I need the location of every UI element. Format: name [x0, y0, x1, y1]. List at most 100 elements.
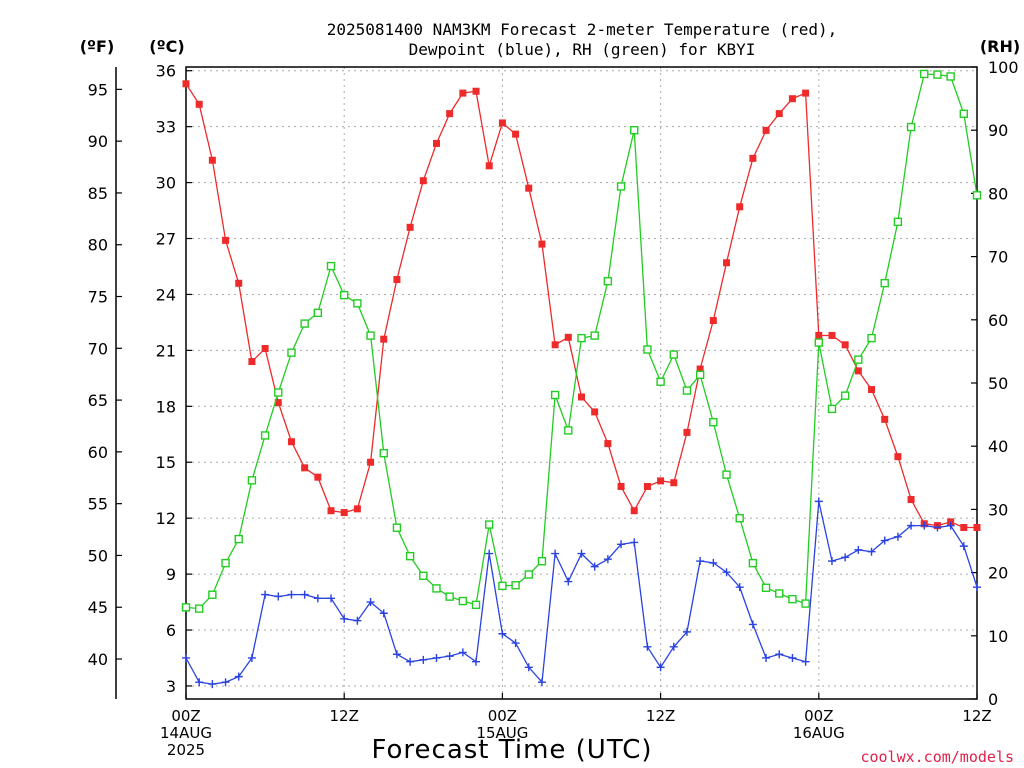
rh-point: [669, 350, 678, 359]
celsius-tick-label: 30: [156, 174, 176, 193]
rh-point: [234, 534, 243, 544]
dewpoint-point: [814, 497, 823, 506]
temperature-point: [314, 473, 322, 481]
rh-point: [181, 603, 191, 612]
x-tick-label: 2025: [167, 741, 205, 759]
temperature-point: [696, 365, 704, 373]
temperature-point: [248, 358, 256, 366]
temperature-point: [261, 345, 269, 353]
rh-tick-label: 50: [988, 374, 1008, 393]
rh-point: [775, 589, 784, 598]
temperature-point: [670, 479, 678, 487]
rh-point: [471, 600, 481, 610]
temperature-point: [498, 119, 506, 127]
temperature-point: [643, 482, 651, 490]
rh-point: [485, 520, 494, 529]
dewpoint-point: [603, 555, 612, 564]
celsius-unit-label: (ºC): [149, 37, 184, 56]
rh-point: [313, 308, 323, 318]
rh-point: [537, 557, 547, 566]
temperature-point: [973, 523, 981, 531]
dewpoint-point: [551, 549, 560, 558]
dewpoint-point: [893, 532, 902, 541]
dewpoint-point: [841, 553, 850, 562]
rh-point: [432, 584, 441, 593]
celsius-tick-label: 9: [166, 565, 176, 584]
dewpoint-point: [880, 536, 889, 545]
temperature-point: [788, 95, 796, 103]
x-tick-label: 15AUG: [476, 724, 528, 742]
rh-point: [590, 331, 599, 340]
temperature-point: [881, 415, 889, 423]
rh-point: [643, 345, 652, 354]
rh-point: [682, 386, 692, 395]
rh-tick-label: 70: [988, 248, 1008, 267]
dewpoint-point: [419, 655, 428, 664]
celsius-tick-label: 27: [156, 230, 176, 249]
rh-point: [274, 388, 283, 397]
x-tick-label: 12Z: [646, 707, 675, 725]
rh-point: [445, 592, 454, 601]
temperature-point: [340, 509, 348, 517]
temperature-point: [222, 236, 230, 244]
temperature-point: [841, 341, 849, 349]
dewpoint-point: [445, 652, 454, 661]
temperature-point: [301, 464, 309, 472]
dewpoint-point: [366, 598, 375, 607]
dewpoint-point: [827, 557, 836, 566]
dewpoint-point: [643, 642, 652, 651]
dewpoint-point: [946, 521, 955, 530]
dewpoint-point: [656, 663, 665, 672]
grid-lines: [186, 67, 977, 699]
fahrenheit-tick-label: 95: [88, 80, 108, 99]
rh-point: [880, 278, 889, 288]
x-tick-label: 12Z: [330, 707, 359, 725]
rh-point: [603, 277, 613, 286]
rh-point: [353, 299, 362, 308]
x-tick-label: 00Z: [171, 707, 200, 725]
celsius-tick-label: 3: [166, 677, 176, 696]
dewpoint-point: [261, 590, 270, 599]
dewpoint-point: [564, 577, 573, 586]
temperature-point: [894, 453, 902, 461]
celsius-tick-label: 12: [156, 509, 176, 528]
x-tick-label: 12Z: [962, 707, 991, 725]
rh-point: [695, 370, 705, 379]
rh-point: [761, 583, 771, 592]
temperature-point: [630, 507, 638, 515]
dewpoint-point: [669, 642, 678, 651]
rh-point: [379, 448, 388, 458]
dewpoint-point: [511, 639, 520, 648]
celsius-tick-label: 21: [156, 341, 176, 360]
rh-point: [867, 333, 876, 343]
temperature-point: [775, 110, 783, 118]
rh-point: [524, 570, 533, 579]
dewpoint-point: [735, 583, 744, 592]
dewpoint-point: [327, 594, 336, 603]
rh-point: [287, 348, 296, 357]
celsius-tick-label: 6: [166, 621, 176, 640]
dewpoint-point: [247, 653, 256, 662]
temperature-point: [380, 335, 388, 343]
temperature-point: [235, 279, 243, 287]
fahrenheit-tick-label: 90: [88, 132, 108, 151]
celsius-tick-label: 24: [156, 285, 176, 304]
temperature-point: [195, 100, 203, 108]
fahrenheit-tick-label: 55: [88, 495, 108, 514]
rh-point: [260, 431, 270, 440]
dewpoint-point: [313, 594, 322, 603]
rh-point: [906, 122, 916, 132]
rh-point: [788, 594, 797, 604]
rh-point: [972, 191, 982, 200]
temperature-point: [564, 333, 572, 341]
temperature-point: [657, 477, 665, 485]
dewpoint-point: [379, 609, 388, 618]
dewpoint-point: [788, 653, 797, 662]
temperature-point: [485, 162, 493, 170]
dewpoint-point: [801, 657, 810, 666]
rh-tick-label: 60: [988, 311, 1008, 330]
dewpoint-point: [274, 592, 283, 601]
rh-point: [419, 571, 428, 580]
temperature-point: [907, 496, 915, 504]
dewpoint-point: [234, 672, 243, 681]
